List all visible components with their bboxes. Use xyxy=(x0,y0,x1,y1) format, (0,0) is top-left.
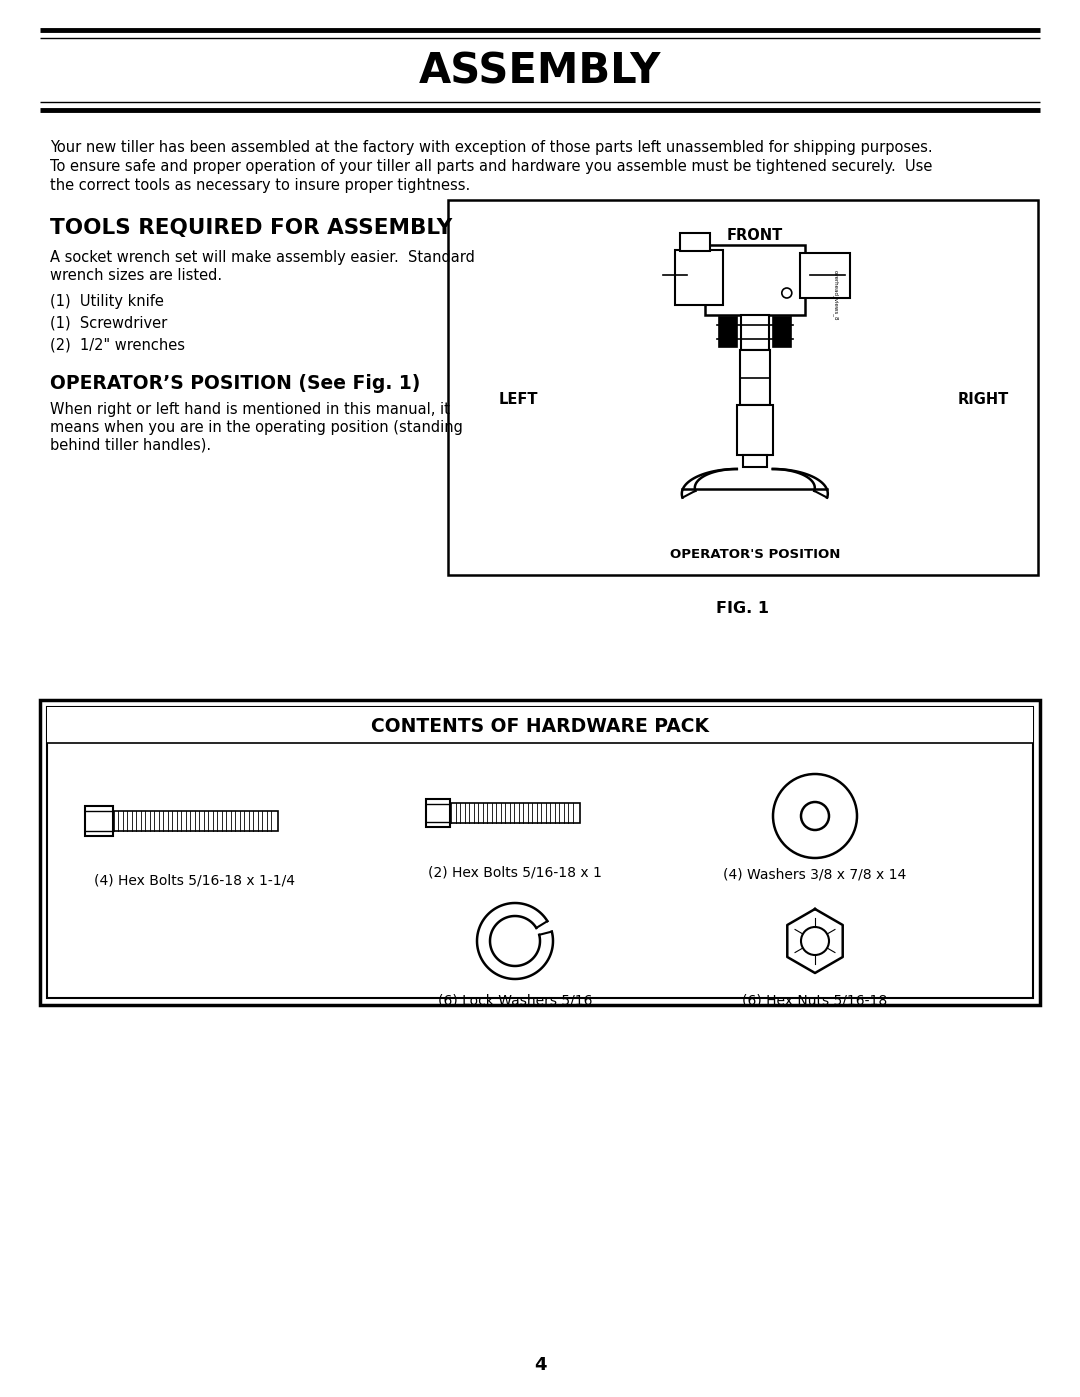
Circle shape xyxy=(782,288,792,298)
Bar xyxy=(40,700,1040,1004)
Text: the correct tools as necessary to insure proper tightness.: the correct tools as necessary to insure… xyxy=(50,177,470,193)
Text: (4) Hex Bolts 5/16-18 x 1-1/4: (4) Hex Bolts 5/16-18 x 1-1/4 xyxy=(95,873,296,887)
Bar xyxy=(800,253,850,298)
Text: (6) Lock Washers 5/16: (6) Lock Washers 5/16 xyxy=(437,993,592,1007)
Bar xyxy=(773,317,791,346)
Text: RIGHT: RIGHT xyxy=(957,393,1009,408)
Text: (1)  Utility knife: (1) Utility knife xyxy=(50,293,164,309)
Bar xyxy=(719,317,737,346)
Bar xyxy=(679,233,710,251)
Text: TOOLS REQUIRED FOR ASSEMBLY: TOOLS REQUIRED FOR ASSEMBLY xyxy=(50,218,453,237)
Bar xyxy=(48,707,1032,743)
Circle shape xyxy=(773,774,858,858)
Bar xyxy=(112,812,278,831)
Text: (2)  1/2" wrenches: (2) 1/2" wrenches xyxy=(50,338,185,353)
Text: (4) Washers 3/8 x 7/8 x 14: (4) Washers 3/8 x 7/8 x 14 xyxy=(724,868,906,882)
Text: When right or left hand is mentioned in this manual, it: When right or left hand is mentioned in … xyxy=(50,402,450,416)
Circle shape xyxy=(801,928,829,956)
Text: overhead_views_8: overhead_views_8 xyxy=(833,270,838,320)
Text: CONTENTS OF HARDWARE PACK: CONTENTS OF HARDWARE PACK xyxy=(372,717,708,735)
Bar xyxy=(48,707,1032,997)
Text: OPERATOR’S POSITION (See Fig. 1): OPERATOR’S POSITION (See Fig. 1) xyxy=(50,374,420,393)
Bar xyxy=(705,244,805,314)
Circle shape xyxy=(801,802,829,830)
Bar xyxy=(84,806,112,835)
Text: (1)  Screwdriver: (1) Screwdriver xyxy=(50,316,167,331)
Text: FRONT: FRONT xyxy=(727,228,783,243)
Text: FIG. 1: FIG. 1 xyxy=(716,601,769,616)
Text: Your new tiller has been assembled at the factory with exception of those parts : Your new tiller has been assembled at th… xyxy=(50,140,933,155)
Bar xyxy=(740,351,770,405)
Bar xyxy=(426,799,450,827)
Text: To ensure safe and proper operation of your tiller all parts and hardware you as: To ensure safe and proper operation of y… xyxy=(50,159,932,175)
Text: A socket wrench set will make assembly easier.  Standard: A socket wrench set will make assembly e… xyxy=(50,250,475,265)
Text: LEFT: LEFT xyxy=(498,393,538,408)
Bar xyxy=(448,200,1038,576)
Text: ASSEMBLY: ASSEMBLY xyxy=(419,52,661,94)
Bar xyxy=(737,405,773,455)
Text: (6) Hex Nuts 5/16-18: (6) Hex Nuts 5/16-18 xyxy=(742,993,888,1007)
Text: means when you are in the operating position (standing: means when you are in the operating posi… xyxy=(50,420,463,434)
Text: OPERATOR'S POSITION: OPERATOR'S POSITION xyxy=(670,548,840,562)
Text: wrench sizes are listed.: wrench sizes are listed. xyxy=(50,268,222,284)
Bar xyxy=(741,314,769,351)
Bar xyxy=(450,803,580,823)
Text: (2) Hex Bolts 5/16-18 x 1: (2) Hex Bolts 5/16-18 x 1 xyxy=(428,865,602,879)
Bar xyxy=(675,250,723,305)
Text: behind tiller handles).: behind tiller handles). xyxy=(50,439,211,453)
Text: 4: 4 xyxy=(534,1356,546,1375)
Bar xyxy=(743,455,767,467)
